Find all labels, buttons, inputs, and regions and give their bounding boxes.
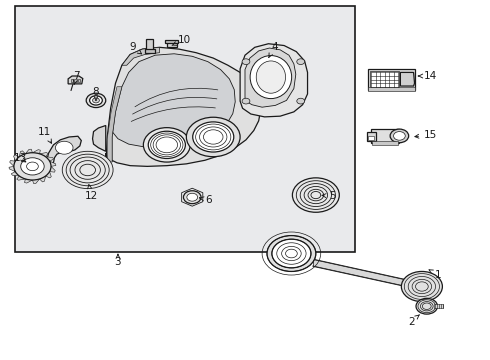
Text: 9: 9	[129, 42, 142, 54]
Circle shape	[93, 98, 99, 103]
Polygon shape	[245, 48, 296, 107]
Circle shape	[187, 193, 197, 201]
Text: 14: 14	[418, 71, 437, 81]
Polygon shape	[11, 172, 19, 176]
Polygon shape	[400, 72, 415, 86]
Text: 2: 2	[408, 315, 419, 327]
Circle shape	[186, 117, 240, 157]
Circle shape	[242, 98, 250, 104]
Circle shape	[390, 129, 409, 143]
Circle shape	[62, 151, 113, 189]
Polygon shape	[19, 151, 25, 157]
Polygon shape	[46, 157, 53, 161]
Polygon shape	[49, 166, 55, 172]
Polygon shape	[25, 149, 32, 154]
Circle shape	[14, 153, 51, 180]
Polygon shape	[240, 44, 308, 117]
Polygon shape	[40, 153, 48, 157]
Bar	[78, 79, 80, 82]
Polygon shape	[40, 176, 46, 182]
Polygon shape	[10, 161, 15, 166]
Text: 8: 8	[93, 87, 99, 100]
Bar	[74, 79, 77, 82]
Text: 10: 10	[172, 35, 191, 45]
Bar	[367, 132, 376, 141]
Bar	[368, 135, 374, 140]
Text: 4: 4	[269, 42, 278, 58]
Circle shape	[86, 93, 106, 108]
Bar	[371, 129, 399, 143]
Circle shape	[416, 298, 438, 314]
Bar	[165, 40, 178, 42]
Bar	[147, 40, 153, 51]
Bar	[370, 71, 399, 88]
Circle shape	[90, 96, 102, 105]
Polygon shape	[32, 179, 40, 184]
Polygon shape	[47, 136, 81, 164]
Bar	[145, 49, 155, 53]
Circle shape	[297, 59, 305, 64]
Bar	[368, 87, 415, 91]
Circle shape	[148, 131, 185, 158]
Text: 11: 11	[38, 127, 51, 143]
Polygon shape	[68, 76, 83, 84]
Polygon shape	[14, 155, 19, 161]
Ellipse shape	[256, 61, 286, 93]
Polygon shape	[122, 47, 159, 65]
Bar	[434, 304, 443, 309]
Text: 7: 7	[73, 71, 80, 84]
Polygon shape	[32, 150, 40, 154]
Polygon shape	[9, 166, 15, 172]
Polygon shape	[107, 87, 122, 162]
Circle shape	[144, 128, 190, 162]
Ellipse shape	[250, 55, 292, 99]
Polygon shape	[46, 172, 51, 178]
Bar	[372, 141, 398, 145]
Circle shape	[267, 235, 316, 271]
Circle shape	[401, 271, 442, 302]
Bar	[71, 79, 74, 82]
Polygon shape	[93, 126, 106, 151]
Text: 13: 13	[14, 153, 27, 163]
Polygon shape	[24, 179, 32, 183]
Bar	[167, 41, 176, 47]
Bar	[368, 69, 415, 90]
Polygon shape	[106, 47, 261, 169]
Circle shape	[393, 132, 405, 140]
Circle shape	[183, 191, 201, 204]
Circle shape	[293, 178, 339, 212]
Polygon shape	[17, 176, 25, 180]
Text: 12: 12	[84, 185, 98, 201]
Bar	[15, 6, 355, 252]
Circle shape	[55, 141, 73, 154]
Text: 15: 15	[415, 130, 437, 140]
Text: 3: 3	[115, 255, 121, 267]
Circle shape	[193, 122, 234, 152]
Circle shape	[21, 158, 44, 175]
Circle shape	[297, 98, 305, 104]
Polygon shape	[111, 54, 235, 162]
Text: 6: 6	[199, 195, 212, 205]
Polygon shape	[314, 260, 412, 288]
Text: 1: 1	[429, 270, 441, 280]
Circle shape	[242, 59, 250, 64]
Circle shape	[272, 239, 311, 268]
Text: 5: 5	[322, 191, 336, 201]
Polygon shape	[49, 161, 56, 166]
